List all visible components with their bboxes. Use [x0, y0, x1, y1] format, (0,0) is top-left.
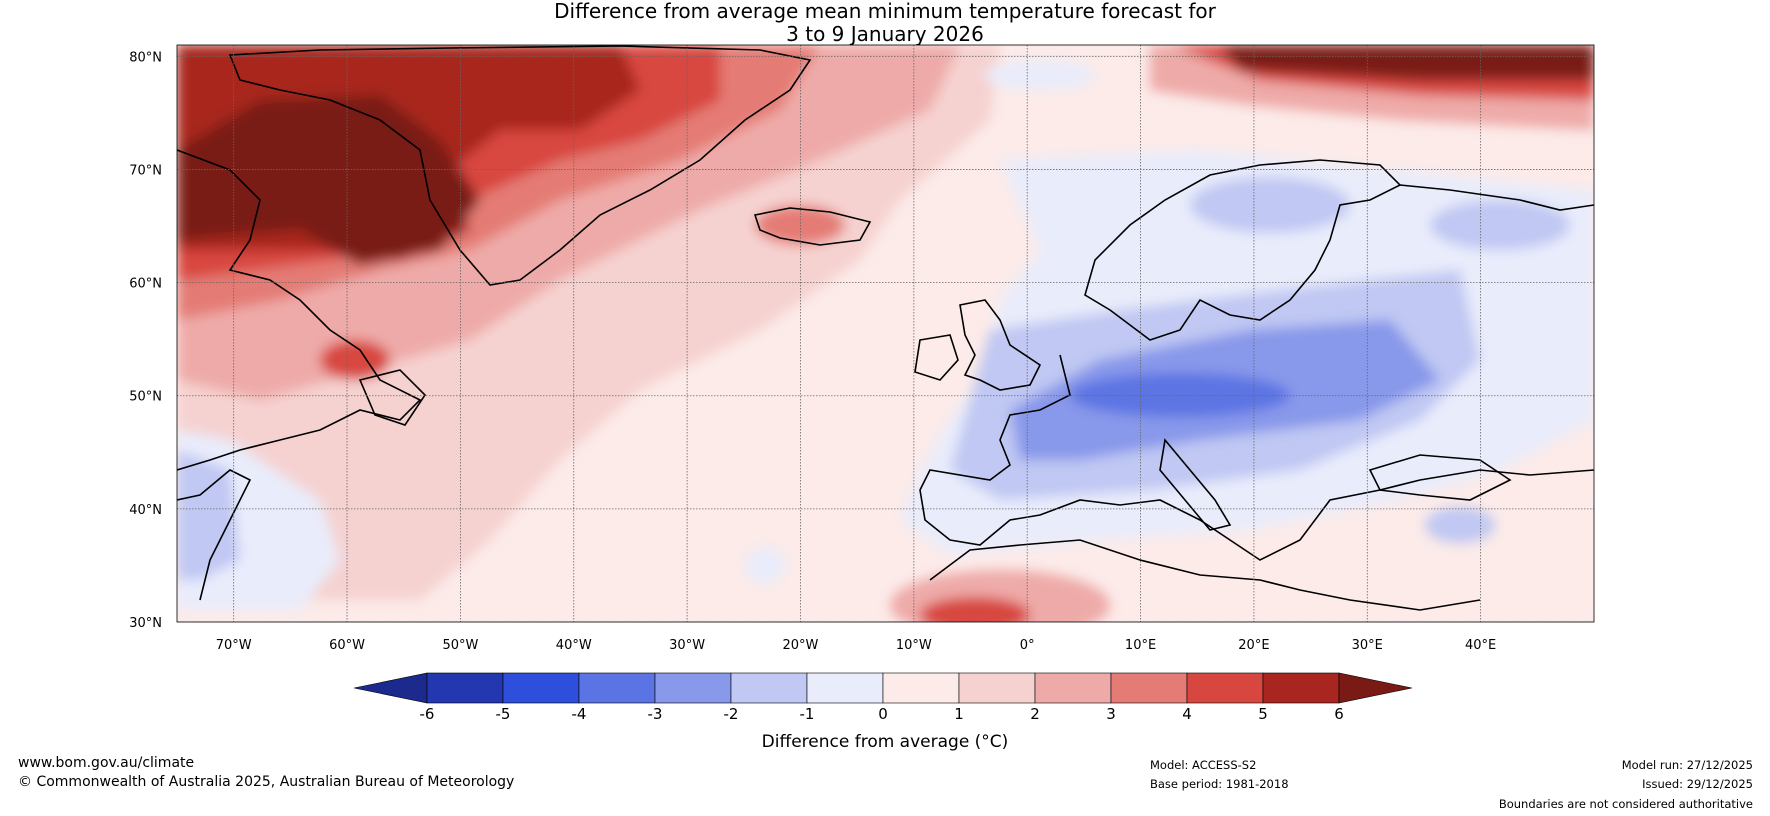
colorbar-swatch	[1034, 672, 1112, 704]
longitude-label: 20°E	[1238, 638, 1269, 653]
latitude-label: 30°N	[129, 616, 162, 631]
base-period-text: Base period: 1981-2018	[1150, 777, 1289, 791]
coastline-italy	[1159, 438, 1232, 531]
coastline-us-east	[177, 469, 252, 601]
colorbar-tick-label: -2	[724, 705, 739, 723]
map-frame	[176, 44, 1595, 623]
model-run-text: Model run: 27/12/2025	[1621, 758, 1753, 772]
title-line-1: Difference from average mean minimum tem…	[554, 0, 1216, 23]
latitude-label: 40°N	[129, 503, 162, 518]
colorbar-swatch	[1186, 672, 1264, 704]
longitude-label: 40°E	[1465, 638, 1496, 653]
longitude-label: 70°W	[216, 638, 252, 653]
colorbar-extend-high	[1338, 672, 1413, 704]
coastlines	[177, 45, 1594, 611]
coastline-newfoundland	[358, 369, 427, 426]
colorbar-tick-label: -4	[572, 705, 587, 723]
map-field	[177, 45, 1594, 622]
longitude-label: 50°W	[442, 638, 478, 653]
model-text: Model: ACCESS-S2	[1150, 758, 1257, 772]
colorbar-tick-label: -3	[648, 705, 663, 723]
colorbar-swatch	[958, 672, 1036, 704]
coastline-europe	[919, 354, 1594, 561]
longitude-label: 10°E	[1125, 638, 1156, 653]
longitude-label: 60°W	[329, 638, 365, 653]
colorbar-tick-label: 3	[1106, 705, 1116, 723]
title-line-2: 3 to 9 January 2026	[786, 22, 984, 46]
graticule	[177, 45, 1594, 622]
colorbar-tick-label: 6	[1334, 705, 1344, 723]
colorbar-extend-low	[353, 672, 428, 704]
coastline-russia-north	[1399, 184, 1594, 211]
colorbar-swatch	[806, 672, 884, 704]
colorbar-tick-label: 4	[1182, 705, 1192, 723]
colorbar-swatch	[882, 672, 960, 704]
colorbar	[353, 672, 1413, 704]
coastline-iceland	[753, 207, 872, 246]
longitude-label: 20°W	[783, 638, 819, 653]
latitude-labels: 80°N 70°N 60°N 50°N 40°N 30°N	[129, 50, 162, 631]
coastline-labrador	[177, 149, 422, 471]
coastline-greenland	[228, 45, 812, 286]
colorbar-tick-label: -5	[496, 705, 511, 723]
longitude-label: 30°W	[669, 638, 705, 653]
colorbar-tick-label: 5	[1258, 705, 1268, 723]
longitude-label: 30°E	[1352, 638, 1383, 653]
latitude-label: 80°N	[129, 50, 162, 65]
colorbar-swatch	[578, 672, 656, 704]
coastline-scandinavia	[1084, 159, 1402, 341]
colorbar-tick-label: -1	[800, 705, 815, 723]
coastline-britain	[959, 299, 1042, 391]
colorbar-swatch	[730, 672, 808, 704]
issued-text: Issued: 29/12/2025	[1642, 777, 1753, 791]
colorbar-swatch	[426, 672, 504, 704]
coastline-ireland	[914, 334, 959, 381]
latitude-label: 50°N	[129, 390, 162, 405]
longitude-label: 10°W	[896, 638, 932, 653]
colorbar-tick-label: 2	[1030, 705, 1040, 723]
copyright-text: © Commonwealth of Australia 2025, Austra…	[18, 774, 515, 790]
colorbar-swatch	[502, 672, 580, 704]
colorbar-tick-label: -6	[420, 705, 435, 723]
colorbar-swatch	[654, 672, 732, 704]
chart-title: Difference from average mean minimum tem…	[0, 0, 1770, 46]
longitude-label: 0°	[1020, 638, 1035, 653]
longitude-label: 40°W	[556, 638, 592, 653]
colorbar-swatch	[1262, 672, 1340, 704]
colorbar-swatch	[1110, 672, 1188, 704]
colorbar-label: Difference from average (°C)	[762, 732, 1009, 752]
latitude-label: 70°N	[129, 163, 162, 178]
coastline-north-africa	[929, 539, 1481, 611]
colorbar-tick-label: 1	[954, 705, 964, 723]
longitude-labels: 70°W 60°W 50°W 40°W 30°W 20°W 10°W 0° 10°E 20°E 30…	[216, 638, 1497, 653]
website-link[interactable]: www.bom.gov.au/climate	[18, 755, 195, 771]
latitude-label: 60°N	[129, 277, 162, 292]
disclaimer-text: Boundaries are not considered authoritat…	[1498, 797, 1753, 811]
colorbar-ticks: -6 -5 -4 -3 -2 -1 0 1 2 3 4 5 6	[420, 705, 1344, 723]
colorbar-tick-label: 0	[878, 705, 888, 723]
coastline-black-sea	[1368, 454, 1512, 501]
